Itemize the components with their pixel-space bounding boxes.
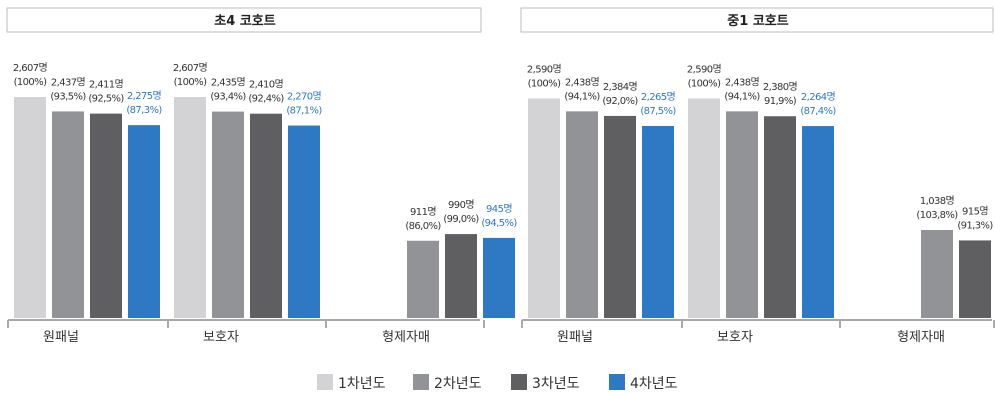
category-label: 원패널 bbox=[557, 330, 593, 345]
bar-value-label: 2,270명 (87,1%) bbox=[286, 91, 322, 117]
bar-value-label: 2,607명 (100%) bbox=[13, 62, 47, 88]
category-label: 원패널 bbox=[43, 330, 79, 345]
legend-label: 1차년도 bbox=[338, 376, 386, 392]
legend-swatch bbox=[511, 374, 527, 390]
bar-1-1-2 bbox=[52, 111, 84, 319]
bar-2-2-1 bbox=[688, 98, 720, 318]
bar-value-label: 915명 (91,3%) bbox=[957, 205, 993, 231]
bar-value-label: 2,411명 (92,5%) bbox=[88, 79, 124, 105]
legend-label: 4차년도 bbox=[630, 376, 678, 392]
bar-2-2-3 bbox=[764, 116, 796, 318]
bar-value-label: 2,438명 (94,1%) bbox=[564, 76, 600, 102]
legend-swatch bbox=[317, 374, 333, 390]
bar-value-label: 990명 (99,0%) bbox=[443, 199, 479, 225]
bar-value-label: 2,264명 (87,4%) bbox=[800, 91, 836, 117]
legend-swatch bbox=[413, 374, 429, 390]
bar-value-label: 2,384명 (92,0%) bbox=[602, 81, 638, 107]
category-label: 보호자 bbox=[717, 330, 753, 345]
bar-2-2-4 bbox=[802, 126, 834, 318]
bar-value-label: 2,607명 (100%) bbox=[173, 62, 207, 88]
bar-1-2-3 bbox=[250, 113, 282, 318]
legend: 1차년도 2차년도 3차년도 4차년도 bbox=[317, 374, 678, 392]
bar-value-label: 1,038명 (103,8%) bbox=[916, 195, 958, 221]
bar-value-label: 2,590명 (100%) bbox=[687, 63, 721, 89]
bar-value-label: 2,435명 (93,4%) bbox=[210, 77, 246, 103]
bar-value-label: 2,438명 (94,1%) bbox=[724, 76, 760, 102]
bar-value-label: 2,265명 (87,5%) bbox=[640, 91, 676, 117]
bar-1-3-3 bbox=[445, 234, 477, 318]
bar-1-2-4 bbox=[288, 125, 320, 318]
legend-swatch bbox=[609, 374, 625, 390]
bar-value-label: 911명 (86,0%) bbox=[405, 206, 441, 232]
panel-title-box bbox=[6, 7, 482, 33]
bar-1-3-2 bbox=[407, 240, 439, 318]
bar-2-3-3 bbox=[959, 240, 991, 318]
bar-value-label: 945명 (94,5%) bbox=[481, 203, 517, 229]
bar-2-1-4 bbox=[642, 125, 674, 318]
bar-2-1-2 bbox=[566, 111, 598, 318]
category-label: 형제자매 bbox=[382, 330, 430, 345]
bar-1-3-4 bbox=[483, 237, 515, 318]
bar-value-label: 2,380명 91,9%) bbox=[763, 81, 797, 107]
bar-1-1-1 bbox=[14, 97, 46, 318]
bar-1-1-4 bbox=[128, 125, 160, 318]
panel-title: 중1 코호트 bbox=[727, 14, 788, 29]
panel-title-box bbox=[520, 7, 994, 33]
bar-1-1-3 bbox=[90, 113, 122, 318]
bar-value-label: 2,590명 (100%) bbox=[527, 63, 561, 89]
legend-label: 2차년도 bbox=[434, 376, 482, 392]
bar-1-2-2 bbox=[212, 111, 244, 318]
panel-title: 초4 코호트 bbox=[214, 14, 275, 29]
bar-2-1-3 bbox=[604, 115, 636, 318]
bar-2-1-1 bbox=[528, 98, 560, 318]
bar-value-label: 2,275명 (87,3%) bbox=[126, 90, 162, 116]
category-label: 형제자매 bbox=[897, 330, 945, 345]
bar-2-2-2 bbox=[726, 111, 758, 318]
bar-1-2-1 bbox=[174, 97, 206, 318]
bar-2-3-2 bbox=[921, 230, 953, 318]
legend-label: 3차년도 bbox=[532, 376, 580, 392]
bar-value-label: 2,437명 (93,5%) bbox=[50, 76, 86, 102]
bar-value-label: 2,410명 (92,4%) bbox=[248, 79, 284, 105]
category-label: 보호자 bbox=[203, 330, 239, 345]
